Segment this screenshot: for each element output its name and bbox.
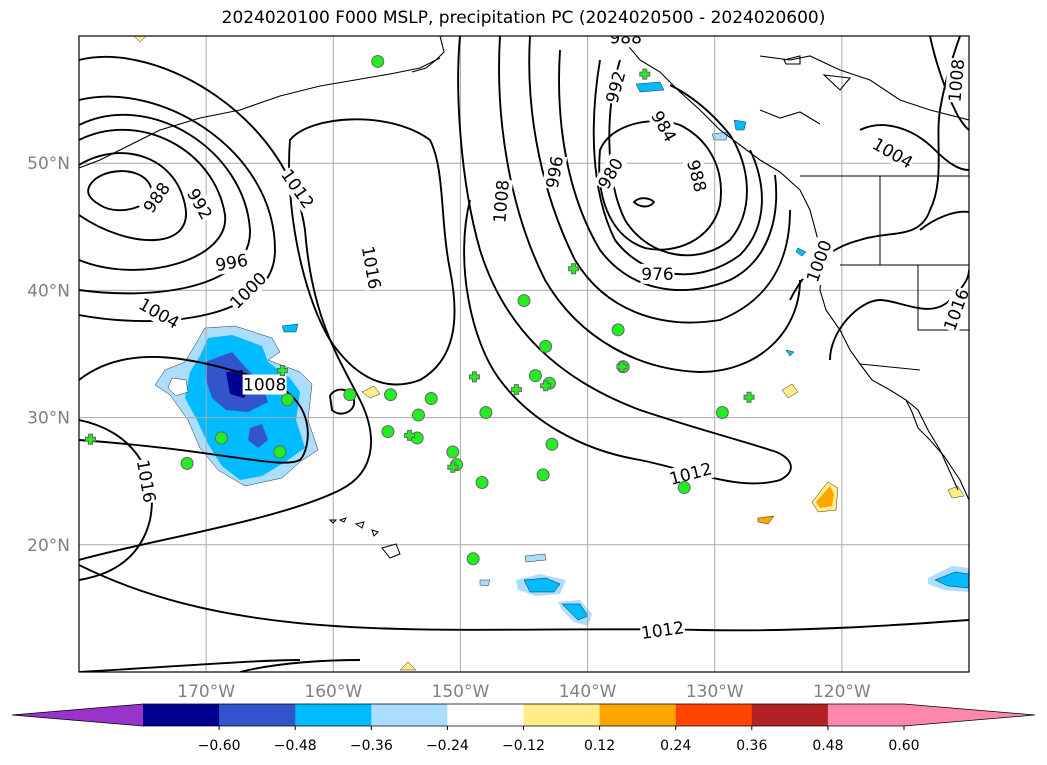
- plot-frame: [78, 35, 970, 673]
- station-circle-marker: [180, 456, 194, 470]
- colorbar-tick-label: 0.48: [812, 738, 843, 754]
- station-circle-marker: [466, 552, 480, 566]
- station-circle-marker: [517, 294, 531, 308]
- station-circle-marker: [475, 475, 489, 489]
- station-plus-marker: [540, 380, 552, 392]
- station-circle-marker: [214, 431, 228, 445]
- lon-tick-label: 140°W: [559, 682, 617, 702]
- station-plus-marker: [616, 361, 628, 373]
- latitude-labels: 50°N 40°N 30°N 20°N: [27, 154, 70, 556]
- islands: [328, 517, 401, 559]
- station-circle-marker: [479, 406, 493, 420]
- map-title: 2024020100 F000 MSLP, precipitation PC (…: [221, 8, 826, 28]
- colorbar-tick-label: −0.36: [350, 738, 393, 754]
- map-plot-area: 988 9929961000100410081012101610161008996…: [79, 28, 969, 672]
- station-plus-marker: [84, 433, 96, 445]
- station-plus-marker: [510, 384, 522, 396]
- station-plus-marker: [639, 68, 651, 80]
- colorbar-tick-label: −0.48: [274, 738, 317, 754]
- colorbar-tick-label: −0.24: [426, 738, 469, 754]
- colorbar-segment: [751, 704, 829, 726]
- isobar-label: 976: [640, 263, 675, 285]
- station-plus-marker: [468, 371, 480, 383]
- station-circle-marker: [539, 339, 553, 353]
- station-circle-marker: [424, 392, 438, 406]
- colorbar-max-extension: [904, 704, 1035, 726]
- lat-tick-label: 30°N: [27, 409, 70, 429]
- station-plus-marker: [404, 429, 416, 441]
- colorbar-segment: [219, 704, 296, 726]
- lat-tick-label: 40°N: [27, 281, 70, 301]
- colorbar-tick-label: −0.60: [198, 738, 241, 754]
- station-plus-marker: [276, 365, 288, 377]
- station-circle-marker: [715, 406, 729, 420]
- colorbar-segment: [371, 704, 448, 726]
- precipitation-shading: [133, 36, 969, 671]
- station-circle-marker: [446, 445, 460, 459]
- lon-tick-label: 160°W: [304, 682, 362, 702]
- svg-text:976: 976: [641, 265, 673, 285]
- lon-tick-label: 150°W: [432, 682, 490, 702]
- station-circle-marker: [281, 393, 295, 407]
- colorbar-segment: [447, 704, 524, 726]
- svg-text:1008: 1008: [490, 179, 514, 224]
- colorbar-segment: [523, 704, 601, 726]
- isobar-label: 1008: [944, 57, 969, 104]
- colorbar-segment: [675, 704, 753, 726]
- station-circle-marker: [384, 388, 397, 402]
- station-plus-marker: [568, 263, 580, 275]
- svg-text:988: 988: [609, 28, 641, 48]
- longitude-labels: 170°W 160°W 150°W 140°W 130°W 120°W: [177, 682, 871, 702]
- colorbar-segment: [143, 704, 220, 726]
- colorbar-segment: [599, 704, 677, 726]
- svg-text:1008: 1008: [945, 58, 969, 103]
- colorbar-segment: [295, 704, 372, 726]
- lon-tick-label: 120°W: [813, 682, 871, 702]
- colorbar-min-extension: [12, 704, 143, 726]
- colorbar-tick-label: −0.12: [502, 738, 545, 754]
- colorbar-tick-label: 0.12: [584, 738, 615, 754]
- station-circle-marker: [677, 481, 691, 495]
- lon-tick-label: 130°W: [686, 682, 744, 702]
- station-plus-marker: [743, 391, 755, 403]
- lat-lon-grid: [79, 36, 969, 672]
- station-circle-marker: [381, 425, 395, 439]
- colorbar-tick-labels: −0.60 −0.48 −0.36 −0.24 −0.12 0.12 0.24 0.36 0.4…: [198, 726, 920, 754]
- political-borders: [800, 175, 969, 371]
- precipitation-colorbar: [11, 703, 1036, 727]
- lat-tick-label: 50°N: [27, 154, 70, 174]
- station-circle-marker: [536, 468, 550, 482]
- lat-tick-label: 20°N: [27, 536, 70, 556]
- colorbar-tick-label: 0.60: [888, 738, 919, 754]
- colorbar-tick-label: 0.36: [736, 738, 767, 754]
- station-circle-marker: [528, 369, 542, 383]
- station-circle-marker: [545, 437, 559, 451]
- isobar-label: 1008: [242, 374, 287, 396]
- station-circle-marker: [273, 445, 287, 459]
- station-plus-marker: [447, 461, 459, 473]
- station-circle-marker: [611, 323, 625, 337]
- svg-text:1008: 1008: [243, 376, 286, 396]
- colorbar-segment: [827, 704, 905, 726]
- station-circle-marker: [343, 388, 357, 402]
- station-circle-marker: [411, 408, 425, 422]
- isobar-label: 988: [608, 28, 643, 48]
- isobar-label: 1008: [489, 178, 514, 225]
- station-circle-marker: [371, 54, 385, 68]
- lon-tick-label: 170°W: [177, 682, 235, 702]
- colorbar-tick-label: 0.24: [660, 738, 691, 754]
- station-markers: [84, 54, 755, 566]
